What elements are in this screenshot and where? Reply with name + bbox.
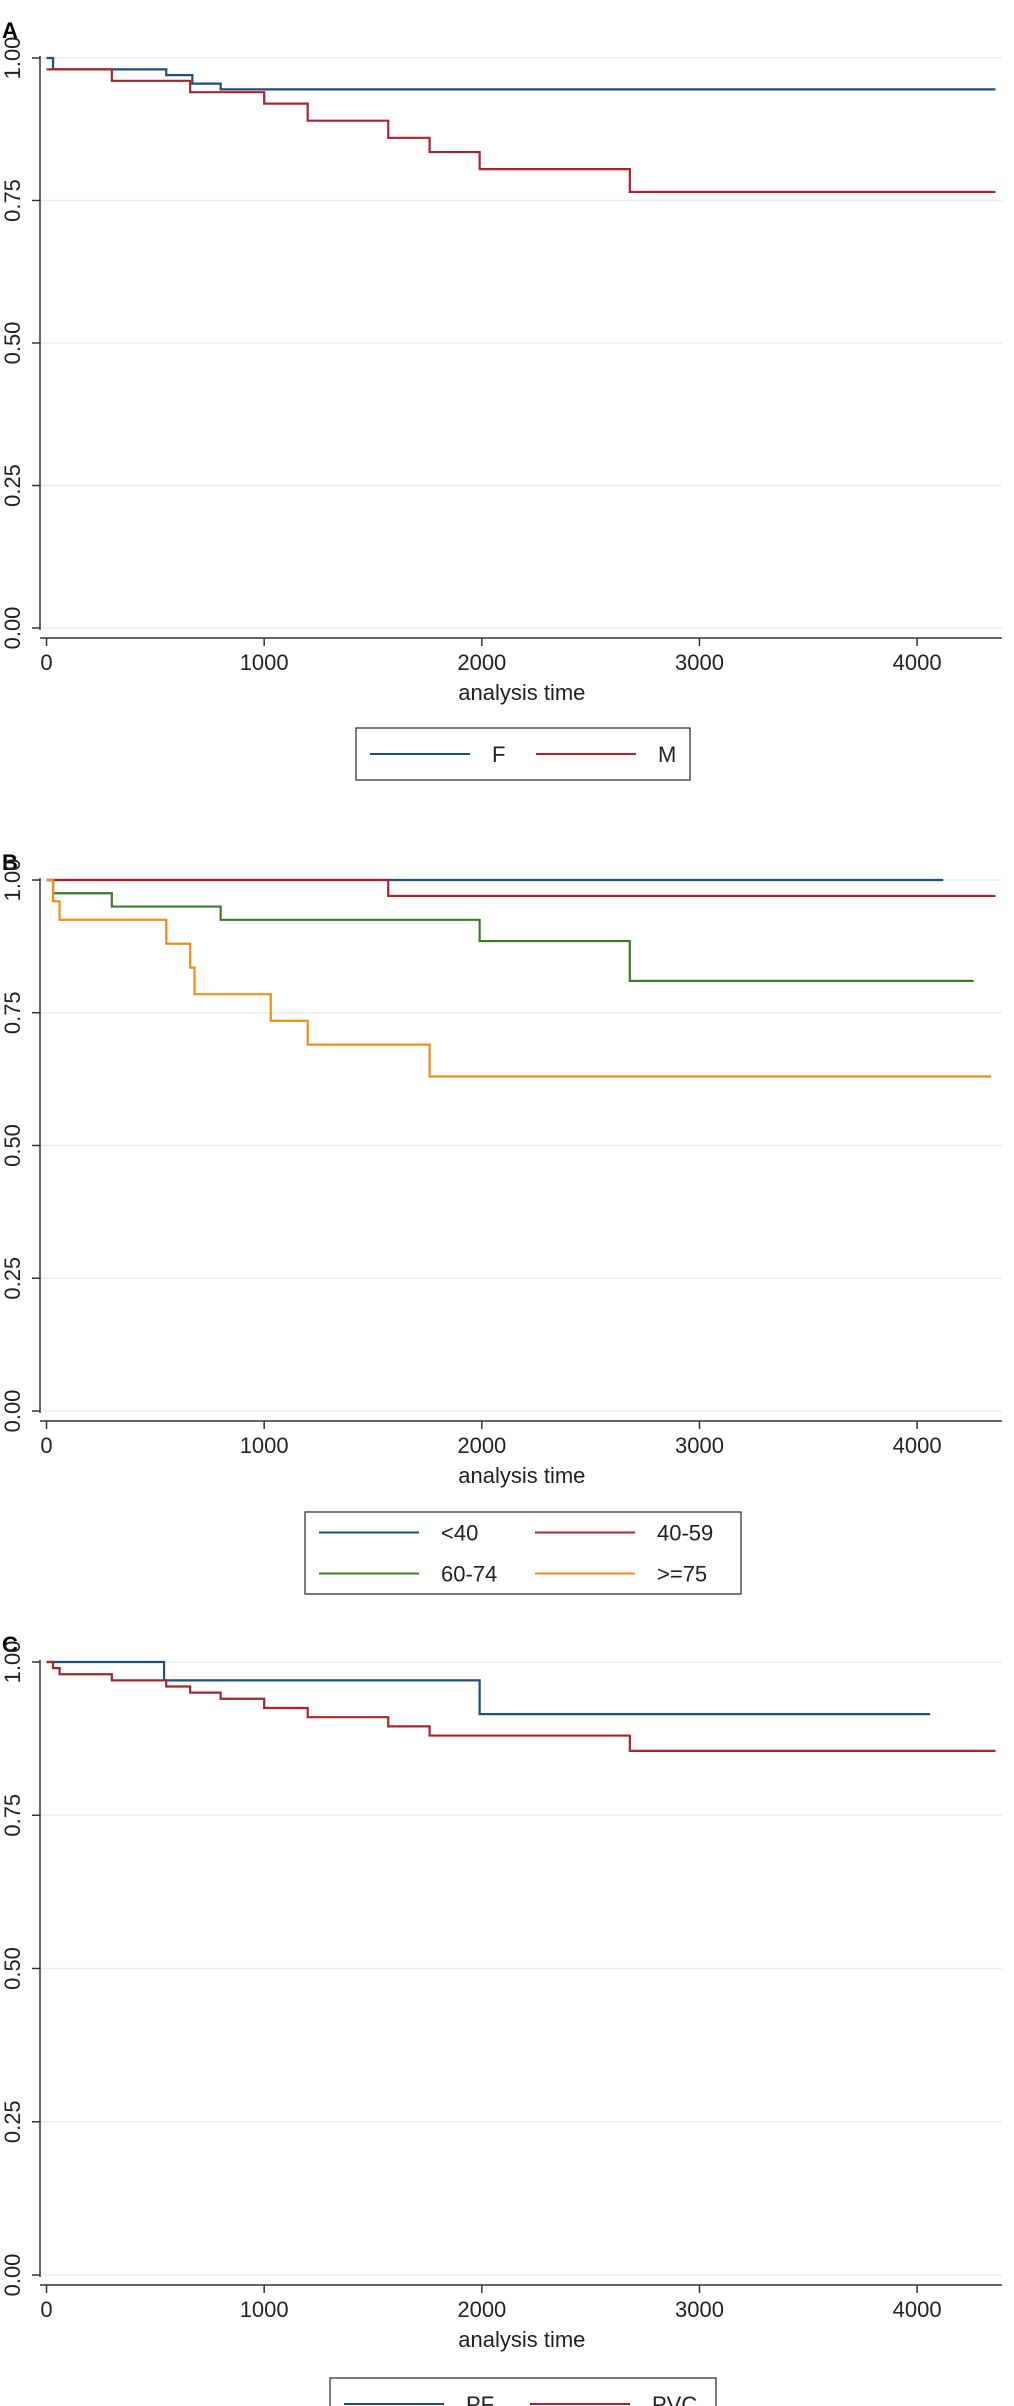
y-tick-label: 0.50 xyxy=(0,1947,25,1990)
panel-label: A xyxy=(2,18,18,43)
legend-label: PF xyxy=(466,2392,494,2406)
legend-label: F xyxy=(492,742,505,767)
series-line-75 xyxy=(46,878,992,1078)
series-line-PF xyxy=(46,1660,931,1716)
x-tick-label: 0 xyxy=(40,1433,52,1458)
y-tick-label: 0.00 xyxy=(0,607,25,650)
panel-b: B 0.00 0.25 0.50 0.75 1.00 0 1000 2000 3000 4000 an… xyxy=(0,850,1002,1595)
y-tick-label: 1.00 xyxy=(0,859,25,902)
x-tick-label: 2000 xyxy=(457,1433,506,1458)
x-axis-label: analysis time xyxy=(458,680,585,705)
panel-label: B xyxy=(2,850,18,875)
legend-label: <40 xyxy=(441,1521,478,1546)
x-tick-label: 3000 xyxy=(675,650,724,675)
legend: <40 40-59 60-74 >=75 xyxy=(304,1511,742,1595)
x-tick-label: 4000 xyxy=(893,1433,942,1458)
series-line-PVC xyxy=(46,1660,996,1752)
legend-label: M xyxy=(658,742,676,767)
panel-c: C 0.00 0.25 0.50 0.75 1.00 0 1000 2000 3000 4000 an… xyxy=(0,1632,1002,2406)
y-tick-label: 0.50 xyxy=(0,322,25,365)
x-tick-label: 2000 xyxy=(457,2297,506,2322)
x-tick-label: 0 xyxy=(40,650,52,675)
series-line-4059 xyxy=(46,878,996,898)
legend: PF PVC xyxy=(329,2377,717,2406)
x-tick-label: 3000 xyxy=(675,2297,724,2322)
legend-box xyxy=(304,1511,742,1595)
legend-label: 60-74 xyxy=(441,1562,497,1587)
series-line-M xyxy=(46,68,996,194)
x-tick-label: 2000 xyxy=(457,650,506,675)
y-tick-label: 0.50 xyxy=(0,1124,25,1167)
x-axis-label: analysis time xyxy=(458,2327,585,2352)
legend-label: PVC xyxy=(652,2392,697,2406)
panel-label: C xyxy=(2,1632,18,1657)
y-tick-label: 0.75 xyxy=(0,1794,25,1837)
y-tick-label: 0.75 xyxy=(0,991,25,1034)
y-tick-label: 1.00 xyxy=(0,37,25,80)
x-tick-label: 0 xyxy=(40,2297,52,2322)
y-tick-label: 0.25 xyxy=(0,1257,25,1300)
y-tick-label: 0.25 xyxy=(0,2100,25,2143)
y-tick-label: 0.75 xyxy=(0,179,25,222)
x-tick-label: 4000 xyxy=(893,2297,942,2322)
y-tick-label: 0.00 xyxy=(0,2254,25,2297)
legend-box xyxy=(329,2377,717,2406)
x-tick-label: 1000 xyxy=(240,2297,289,2322)
series-line-F xyxy=(46,56,996,91)
y-tick-label: 1.00 xyxy=(0,1641,25,1684)
x-tick-label: 3000 xyxy=(675,1433,724,1458)
legend-label: >=75 xyxy=(657,1562,707,1587)
y-tick-label: 0.25 xyxy=(0,464,25,507)
x-tick-label: 1000 xyxy=(240,1433,289,1458)
panel-a: A 0.00 0.25 0.50 0.75 1.00 0 1000 2000 3000 4000 an… xyxy=(0,18,1002,781)
legend-label: 40-59 xyxy=(657,1521,713,1546)
x-axis-label: analysis time xyxy=(458,1463,585,1488)
y-tick-label: 0.00 xyxy=(0,1390,25,1433)
x-tick-label: 1000 xyxy=(240,650,289,675)
x-tick-label: 4000 xyxy=(893,650,942,675)
